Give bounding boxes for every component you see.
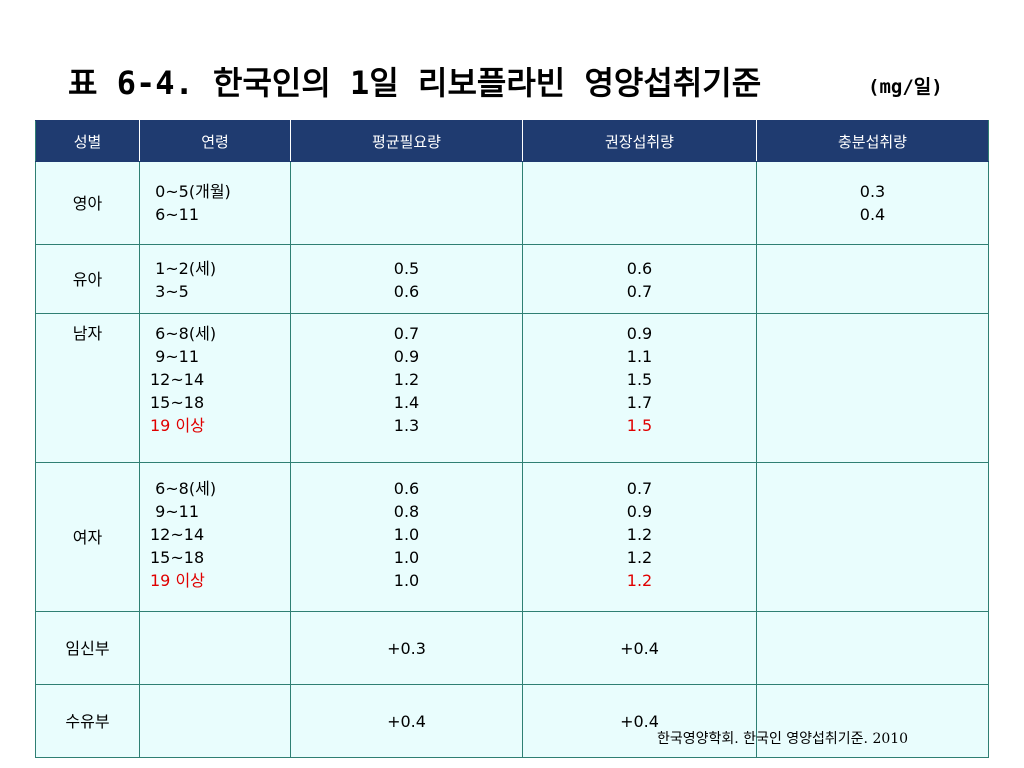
cell-rni: 0.9 1.1 1.5 1.7 1.5 (522, 313, 757, 463)
rni-value: 0.6 (626, 259, 653, 278)
rni-value-highlight: 1.2 (626, 571, 653, 590)
table-row: 남자 6~8(세) 9~11 12~14 15~18 19 이상 0.7 0.9… (35, 313, 989, 463)
ear-value: 1.4 (393, 393, 420, 412)
table-row: 수유부 +0.4 +0.4 (35, 684, 989, 758)
ear-value: 0.9 (393, 347, 420, 366)
cell-ear: +0.4 (290, 684, 523, 758)
age-value-highlight: 19 이상 (150, 416, 205, 435)
age-value-highlight: 19 이상 (150, 571, 205, 590)
cell-rni (522, 161, 757, 245)
ear-value: 0.6 (393, 479, 420, 498)
cell-age: 1~2(세) 3~5 (139, 244, 291, 314)
rni-value: 0.7 (626, 282, 653, 301)
cell-age: 6~8(세) 9~11 12~14 15~18 19 이상 (139, 462, 291, 612)
ai-value: 0.3 (859, 182, 886, 201)
rni-value: 1.7 (626, 393, 653, 412)
cell-rni: 0.6 0.7 (522, 244, 757, 314)
table-row: 여자 6~8(세) 9~11 12~14 15~18 19 이상 0.6 0.8… (35, 462, 989, 612)
rni-value: 0.9 (626, 324, 653, 343)
cell-ai (756, 611, 989, 685)
table-row: 영아 0~5(개월) 6~11 0.3 0.4 (35, 161, 989, 245)
cell-sex: 남자 (35, 313, 140, 463)
table-row: 임신부 +0.3 +0.4 (35, 611, 989, 685)
cell-rni: 0.7 0.9 1.2 1.2 1.2 (522, 462, 757, 612)
rni-value: 0.7 (626, 479, 653, 498)
cell-age (139, 611, 291, 685)
age-value: 15~18 (150, 393, 205, 412)
ear-value: 1.0 (393, 548, 420, 567)
rni-value: 0.9 (626, 502, 653, 521)
header-ai: 충분섭취량 (756, 120, 989, 162)
age-value: 0~5(개월) (150, 182, 231, 201)
cell-ear (290, 161, 523, 245)
ear-value: 1.0 (393, 525, 420, 544)
ear-value: 1.0 (393, 571, 420, 590)
ear-value: 1.3 (393, 416, 420, 435)
age-value: 6~11 (150, 205, 200, 224)
cell-sex: 유아 (35, 244, 140, 314)
ai-value: 0.4 (859, 205, 886, 224)
age-value: 12~14 (150, 370, 205, 389)
age-value: 6~8(세) (150, 324, 217, 343)
table-header-row: 성별 연령 평균필요량 권장섭취량 충분섭취량 (35, 120, 989, 162)
page-title: 표 6-4. 한국인의 1일 리보플라빈 영양섭취기준 (68, 64, 762, 102)
header-sex: 성별 (35, 120, 140, 162)
cell-ear: 0.7 0.9 1.2 1.4 1.3 (290, 313, 523, 463)
rni-value: 1.2 (626, 525, 653, 544)
cell-ai (756, 244, 989, 314)
cell-age: 6~8(세) 9~11 12~14 15~18 19 이상 (139, 313, 291, 463)
header-age: 연령 (139, 120, 291, 162)
age-value: 9~11 (150, 347, 200, 366)
table-row: 유아 1~2(세) 3~5 0.5 0.6 0.6 0.7 (35, 244, 989, 314)
riboflavin-intake-table: 성별 연령 평균필요량 권장섭취량 충분섭취량 영아 0~5(개월) 6~11 … (35, 120, 989, 758)
source-citation: 한국영양학회. 한국인 영양섭취기준. 2010 (657, 731, 909, 747)
rni-value: 1.2 (626, 548, 653, 567)
cell-ai: 0.3 0.4 (756, 161, 989, 245)
cell-sex: 수유부 (35, 684, 140, 758)
ear-value: 0.6 (393, 282, 420, 301)
age-value: 3~5 (150, 282, 189, 301)
ear-value: 0.5 (393, 259, 420, 278)
cell-sex: 여자 (35, 462, 140, 612)
rni-value-highlight: 1.5 (626, 416, 653, 435)
rni-value: 1.5 (626, 370, 653, 389)
cell-ai (756, 684, 989, 758)
rni-value: 1.1 (626, 347, 653, 366)
ear-value: 0.8 (393, 502, 420, 521)
header-rni: 권장섭취량 (522, 120, 757, 162)
ear-value: 0.7 (393, 324, 420, 343)
cell-age: 0~5(개월) 6~11 (139, 161, 291, 245)
cell-ear: 0.6 0.8 1.0 1.0 1.0 (290, 462, 523, 612)
cell-sex: 영아 (35, 161, 140, 245)
unit-label: (mg/일) (868, 76, 943, 98)
cell-rni: +0.4 (522, 684, 757, 758)
age-value: 6~8(세) (150, 479, 217, 498)
age-value: 12~14 (150, 525, 205, 544)
age-value: 1~2(세) (150, 259, 217, 278)
cell-age (139, 684, 291, 758)
cell-sex: 임신부 (35, 611, 140, 685)
cell-ear: 0.5 0.6 (290, 244, 523, 314)
header-ear: 평균필요량 (290, 120, 523, 162)
cell-ai (756, 462, 989, 612)
age-value: 15~18 (150, 548, 205, 567)
ear-value: 1.2 (393, 370, 420, 389)
cell-ai (756, 313, 989, 463)
cell-rni: +0.4 (522, 611, 757, 685)
age-value: 9~11 (150, 502, 200, 521)
cell-ear: +0.3 (290, 611, 523, 685)
